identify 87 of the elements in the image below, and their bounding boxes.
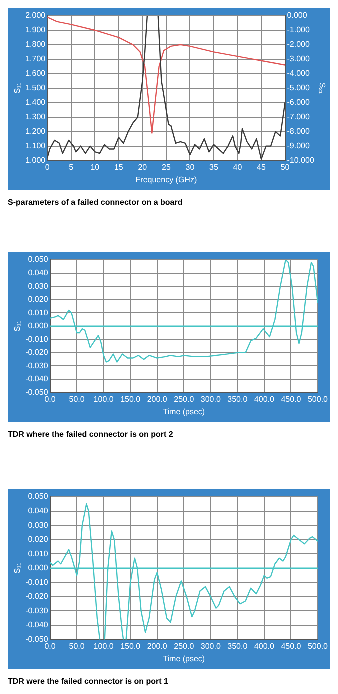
y2-tick-label: -9.000 <box>287 142 310 151</box>
y-tick-label: -0.040 <box>26 620 49 630</box>
x-tick-label: 20 <box>138 162 148 172</box>
x-tick-label: 500.0 <box>308 394 329 404</box>
y-tick-label: 0.000 <box>28 564 49 573</box>
y2-tick-label: -4.000 <box>287 69 310 78</box>
x-tick-label: 35 <box>210 162 219 172</box>
y-axis-title: S₁₁ <box>13 562 22 574</box>
y-tick-label: -0.010 <box>26 578 49 587</box>
y-tick-label: 1.600 <box>26 69 46 78</box>
x-tick-label: 150.0 <box>120 642 142 651</box>
x-tick-label: 250.0 <box>174 642 195 651</box>
y-tick-label: 1.100 <box>26 142 46 151</box>
x-tick-label: 200.0 <box>147 642 168 651</box>
y-tick-label: 1.700 <box>26 54 46 64</box>
y-tick-label: 0.010 <box>28 308 49 318</box>
y-tick-label: 1.300 <box>26 112 46 122</box>
x-tick-label: 350.0 <box>228 642 248 651</box>
x-tick-label: 50 <box>280 162 290 172</box>
x-tick-label: 450.0 <box>281 642 302 651</box>
y-tick-label: 0.030 <box>28 282 49 291</box>
y-tick-label: -0.030 <box>26 606 49 616</box>
x-tick-label: 300.0 <box>200 642 222 651</box>
x-tick-label: 50.0 <box>69 642 86 651</box>
y2-axis-title: S₂₁ <box>318 82 327 94</box>
y-tick-label: 0.050 <box>28 492 49 502</box>
x-tick-label: 25 <box>162 162 172 172</box>
y-tick-label: 0.010 <box>28 549 49 558</box>
y-tick-label: 0.050 <box>28 255 49 264</box>
y-tick-label: 1.500 <box>26 84 46 93</box>
y-tick-label: -0.030 <box>26 361 49 370</box>
y2-tick-label: -10.000 <box>287 156 315 166</box>
y-tick-label: -0.020 <box>26 348 49 358</box>
x-axis-title: Frequency (GHz) <box>136 175 198 184</box>
y-tick-label: -0.010 <box>26 334 49 344</box>
x-tick-label: 100.0 <box>94 642 114 651</box>
y-axis-title: S₁₁ <box>13 320 22 332</box>
y-tick-label: -0.050 <box>26 388 49 398</box>
x-tick-label: 150.0 <box>120 394 142 404</box>
x-tick-label: 0.0 <box>44 394 56 404</box>
y2-tick-label: 0.000 <box>287 11 308 20</box>
text: TDR were the failed connector is on port 1 <box>8 677 170 686</box>
y-tick-label: 2.000 <box>26 11 46 20</box>
x-tick-label: 300.0 <box>200 394 222 404</box>
x-tick-label: 10 <box>90 162 100 172</box>
y-tick-label: 0.020 <box>28 295 49 304</box>
x-tick-label: 45 <box>257 162 266 172</box>
y-tick-label: -0.050 <box>26 635 49 644</box>
x-tick-label: 40 <box>233 162 243 172</box>
text: TDR where the failed connector is on port 2 <box>8 430 174 439</box>
y-tick-label: 1.400 <box>26 98 46 108</box>
y-tick-label: 1.800 <box>26 40 46 50</box>
x-tick-label: 100.0 <box>94 394 114 404</box>
x-axis-title: Time (psec) <box>163 654 206 664</box>
y2-tick-label: -3.000 <box>287 54 310 64</box>
x-tick-label: 0 <box>45 162 50 172</box>
y-tick-label: -0.040 <box>26 374 49 384</box>
y-tick-label: 0.030 <box>28 520 49 530</box>
y2-tick-label: -6.000 <box>287 98 310 108</box>
y-tick-label: 0.000 <box>28 322 49 331</box>
y2-tick-label: -7.000 <box>287 112 310 122</box>
x-tick-label: 400.0 <box>254 642 276 651</box>
y2-tick-label: -2.000 <box>287 40 310 50</box>
text: S-parameters of a failed connector on a board <box>8 198 184 207</box>
y2-tick-label: -1.000 <box>287 26 310 35</box>
y-tick-label: -0.020 <box>26 592 49 602</box>
y-tick-label: 1.200 <box>26 127 46 136</box>
x-tick-label: 400.0 <box>254 394 276 404</box>
y-tick-label: 1.900 <box>26 26 46 35</box>
x-tick-label: 450.0 <box>281 394 302 404</box>
y-tick-label: 0.040 <box>28 506 49 516</box>
x-tick-label: 5 <box>69 162 74 172</box>
x-tick-label: 350.0 <box>228 394 248 404</box>
y-tick-label: 0.040 <box>28 268 49 278</box>
x-tick-label: 30 <box>186 162 196 172</box>
x-tick-label: 500.0 <box>308 642 329 651</box>
x-tick-label: 0.0 <box>44 642 56 651</box>
x-tick-label: 15 <box>114 162 124 172</box>
x-axis-title: Time (psec) <box>163 407 206 416</box>
y2-tick-label: -5.000 <box>287 84 310 93</box>
x-tick-label: 200.0 <box>147 394 168 404</box>
x-tick-label: 250.0 <box>174 394 195 404</box>
y-axis-title: S₁₁ <box>13 82 22 94</box>
x-tick-label: 50.0 <box>69 394 86 404</box>
y2-tick-label: -8.000 <box>287 127 310 136</box>
y-tick-label: 0.020 <box>28 535 49 544</box>
y-tick-label: 1.000 <box>26 156 46 166</box>
